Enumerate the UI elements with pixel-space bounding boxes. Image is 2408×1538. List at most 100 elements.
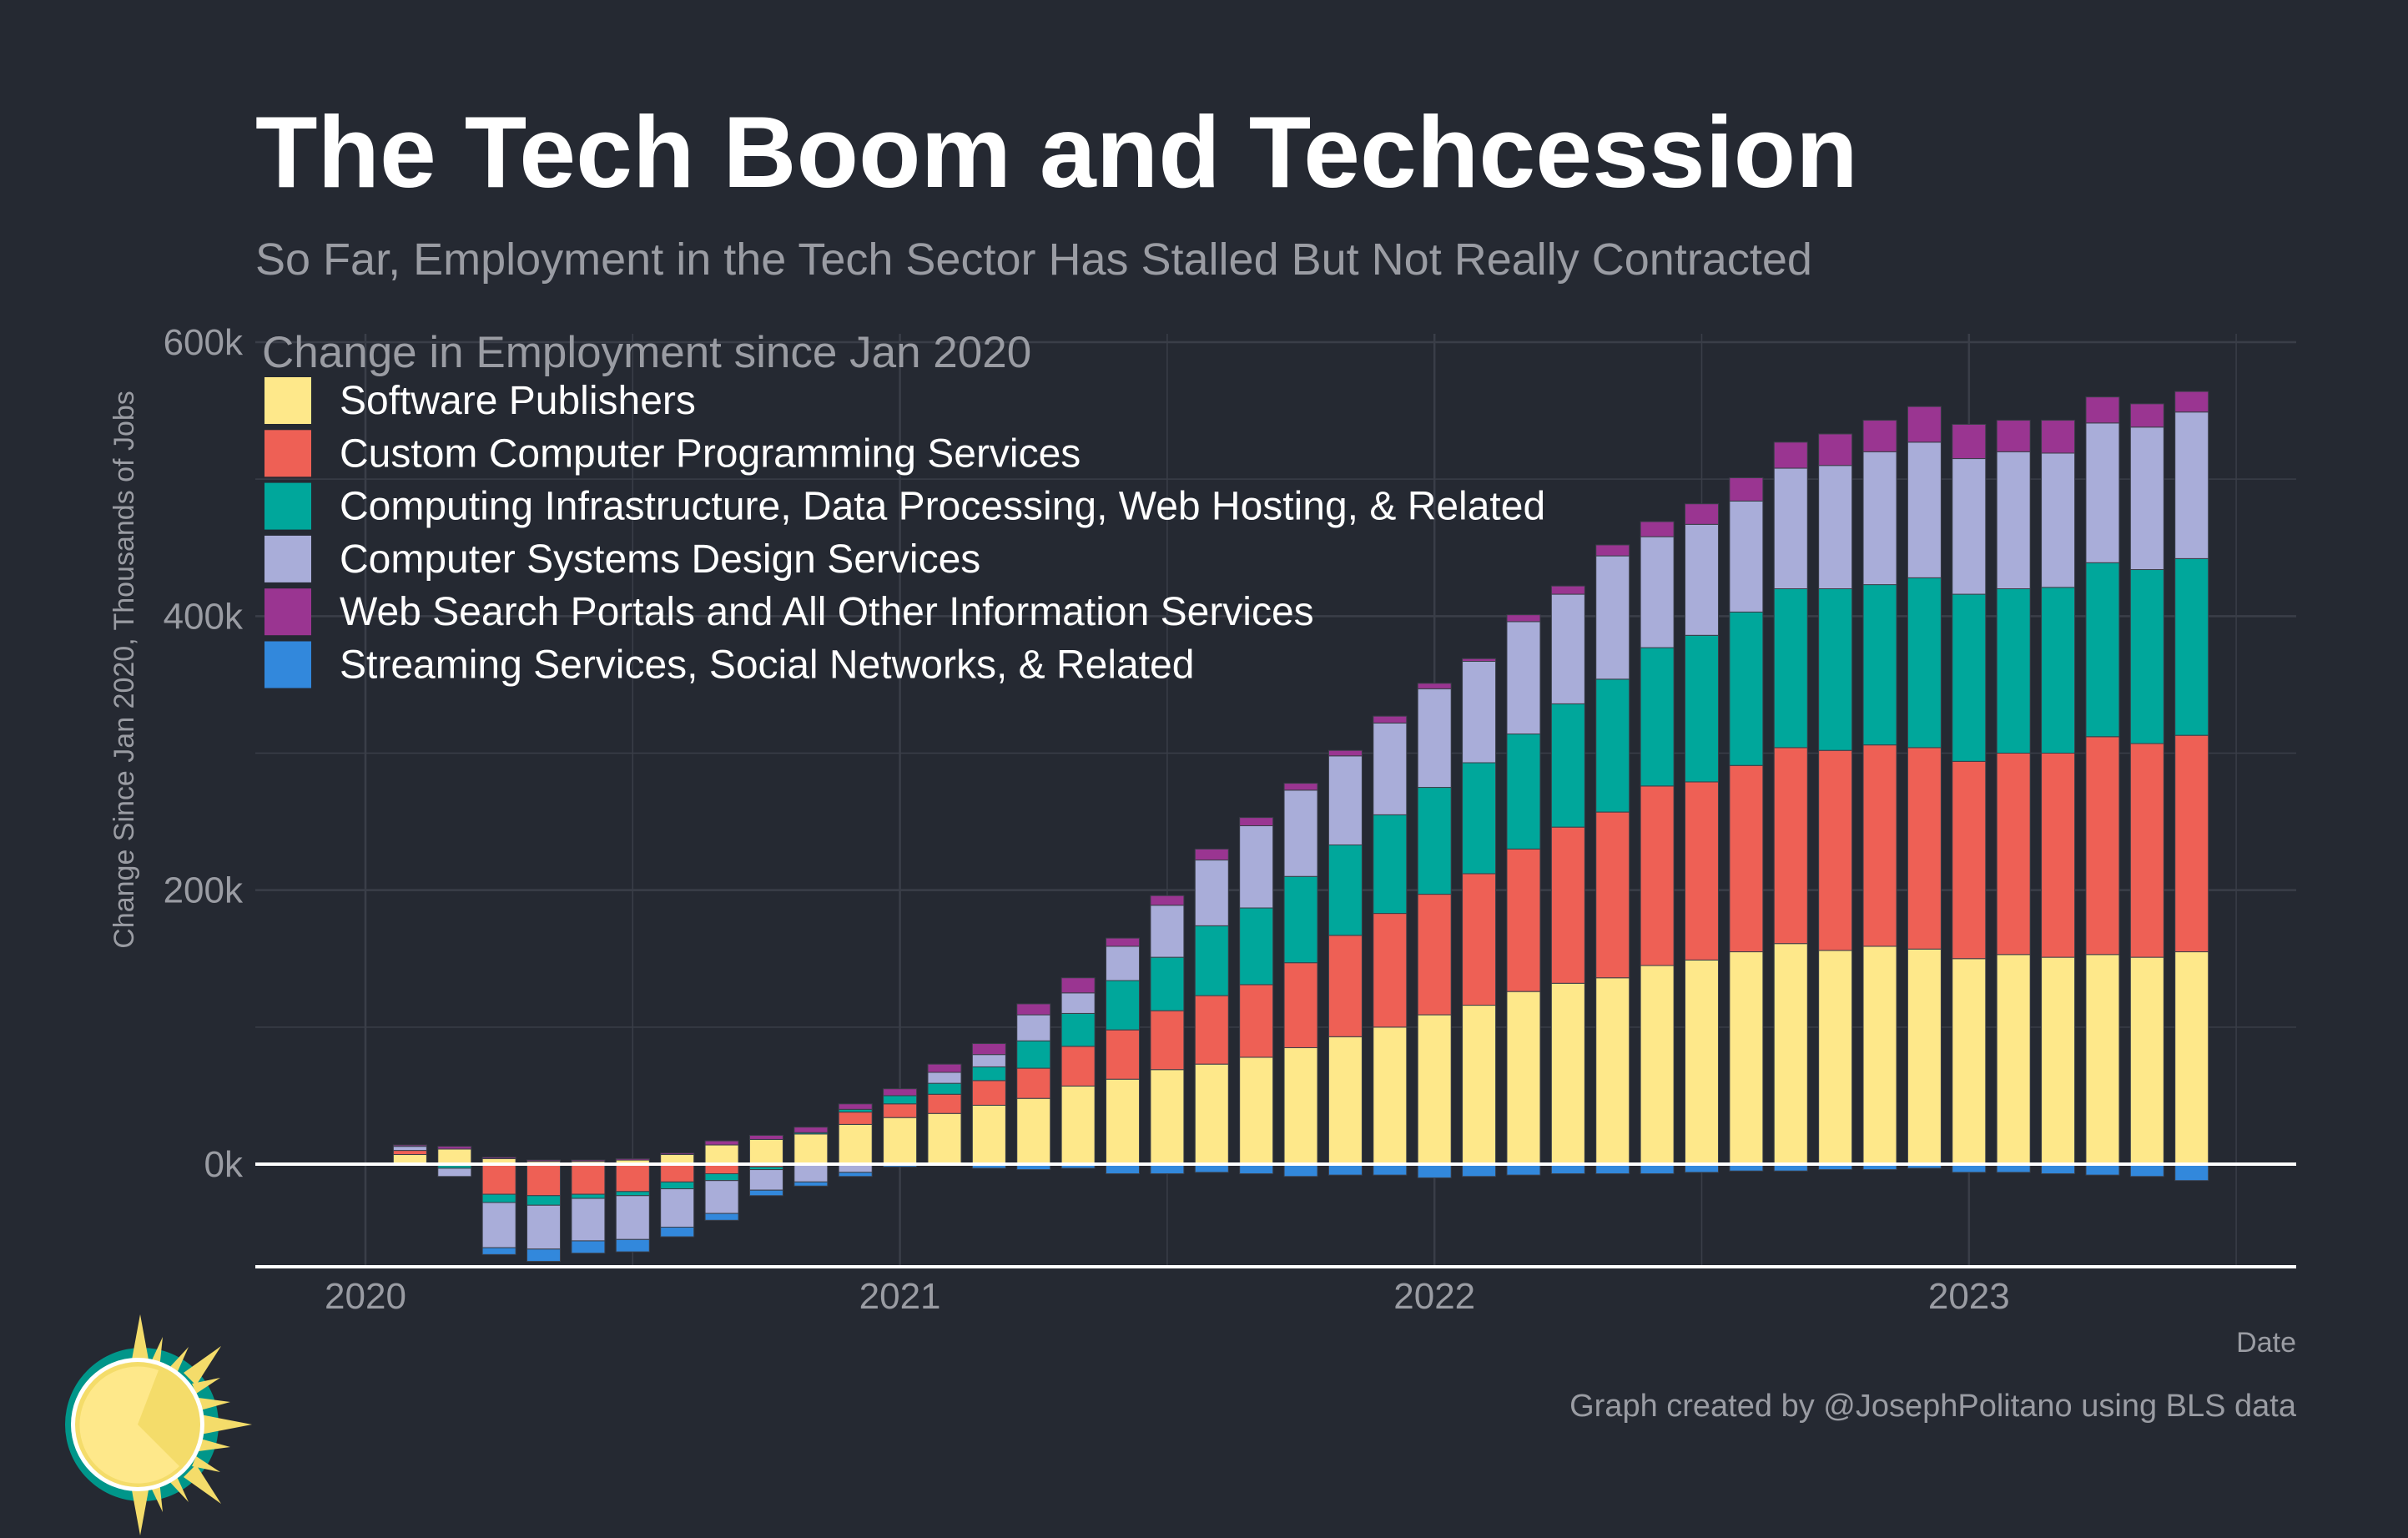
bar-segment [927,1082,962,1095]
bar-segment [1907,441,1942,578]
y-tick-label: 200k [164,870,244,911]
bar-segment [1016,1040,1051,1069]
bar-segment [1595,678,1630,813]
legend: Change in Employment since Jan 2020Softw… [262,328,1545,688]
bar-segment [1239,907,1274,986]
bar-segment [1060,1046,1096,1087]
bar-segment [2174,411,2209,559]
bar-segment [615,1191,650,1197]
bar-segment [1773,467,1808,589]
bar-segment [1373,715,1408,724]
legend-title: Change in Employment since Jan 2020 [262,328,1031,377]
bar-segment [971,1066,1006,1082]
bar-segment [1239,1056,1274,1165]
legend-swatch [264,535,311,582]
bar-segment [1996,753,2031,956]
bar-segment [526,1163,562,1197]
bar-segment [2041,753,2076,958]
bar-segment [2041,420,2076,454]
x-tick-label: 2021 [859,1276,941,1317]
bar-segment [1106,1078,1141,1165]
bar-segment [1818,588,1853,751]
bar-segment [1462,762,1497,875]
bar-segment [660,1163,695,1182]
bar-segment [1729,764,1764,953]
bar-segment [1239,825,1274,909]
bar-segment [1016,1014,1051,1041]
bar-segment [2174,557,2209,736]
bar-segment [1283,789,1318,877]
bar-segment [1283,1163,1318,1177]
bar-segment [1283,962,1318,1048]
bar-segment [1417,688,1452,789]
bar-segment [793,1181,829,1187]
bar-segment [1952,458,1987,595]
bar-segment [481,1157,516,1159]
bar-segment [1150,905,1185,958]
bar-segment [2085,954,2120,1165]
bar-segment [748,1189,783,1197]
bar-segment [2129,426,2164,571]
bar-segment [1327,844,1363,936]
bar-segment [1595,811,1630,979]
bar-segment [1952,760,1987,960]
bar-segment [1417,787,1452,895]
bar-segment [1417,1014,1452,1165]
bar-segment [526,1159,562,1162]
bar-segment [1996,588,2031,754]
bar-segment [615,1195,650,1240]
bar-segment [1194,925,1229,996]
legend-label: Computer Systems Design Services [340,537,980,582]
bar-segment [2041,956,2076,1165]
bar-segment [392,1144,427,1147]
bar-segment [793,1163,829,1182]
bar-segment [793,1133,829,1165]
bar-segment [1729,477,1764,502]
bar-segment [1640,536,1675,648]
chart-title: The Tech Boom and Techcession [255,95,1858,209]
bar-segment [971,1054,1006,1067]
bar-segment [1016,1067,1051,1099]
bar-segment [2174,391,2209,413]
bar-segment [1952,593,1987,762]
bar-segment [1150,1069,1185,1165]
bar-segment [1685,523,1719,636]
bar-segment [748,1135,783,1140]
bar-segment [660,1181,695,1190]
bar-segment [481,1163,516,1195]
bar-segment [1417,894,1452,1016]
bar-segment [1550,585,1585,595]
bar-segment [2129,403,2164,428]
bar-segment [1016,1003,1051,1016]
x-tick-label: 2023 [1928,1276,2010,1317]
bar-segment [1818,950,1853,1165]
bar-segment [1862,420,1897,452]
bar-segment [1550,593,1585,704]
bar-segment [1417,683,1452,689]
bar-segment [526,1248,562,1263]
bar-segment [838,1103,873,1110]
bar-segment [1996,420,2031,452]
bar-segment [838,1172,873,1177]
bar-segment [1106,1029,1141,1080]
bar-segment [660,1227,695,1238]
bar-segment [1506,991,1541,1165]
bar-segment [2129,956,2164,1165]
bar-segment [660,1152,695,1156]
bar-segment [1996,954,2031,1165]
bar-segment [1907,577,1942,749]
bar-segment [1060,977,1096,994]
bar-segment [1907,948,1942,1165]
bar-segment [1106,945,1141,981]
bar-segment [971,1104,1006,1165]
bar-segment [1462,1005,1497,1165]
bar-segment [1862,451,1897,586]
bar-segment [1239,984,1274,1058]
bar-segment [571,1240,606,1254]
bar-segment [1640,521,1675,537]
bar-segment [2041,452,2076,588]
bar-segment [1106,937,1141,947]
bar-segment [1818,749,1853,951]
bar-segment [392,1146,427,1152]
